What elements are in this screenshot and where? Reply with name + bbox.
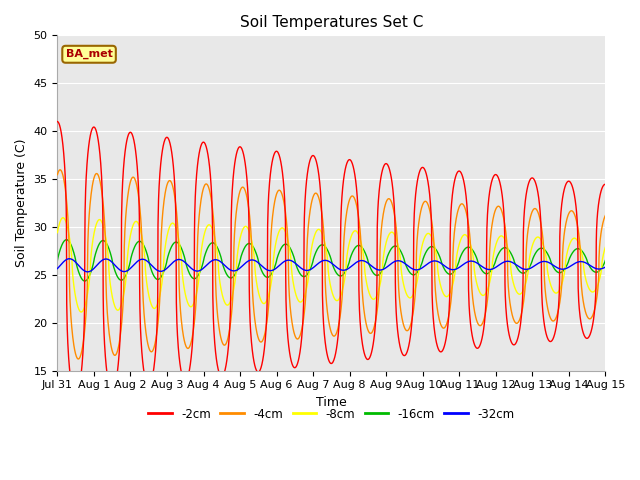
Y-axis label: Soil Temperature (C): Soil Temperature (C) xyxy=(15,139,28,267)
X-axis label: Time: Time xyxy=(316,396,347,409)
Legend: -2cm, -4cm, -8cm, -16cm, -32cm: -2cm, -4cm, -8cm, -16cm, -32cm xyxy=(143,403,519,425)
Text: BA_met: BA_met xyxy=(66,49,113,60)
Title: Soil Temperatures Set C: Soil Temperatures Set C xyxy=(239,15,423,30)
